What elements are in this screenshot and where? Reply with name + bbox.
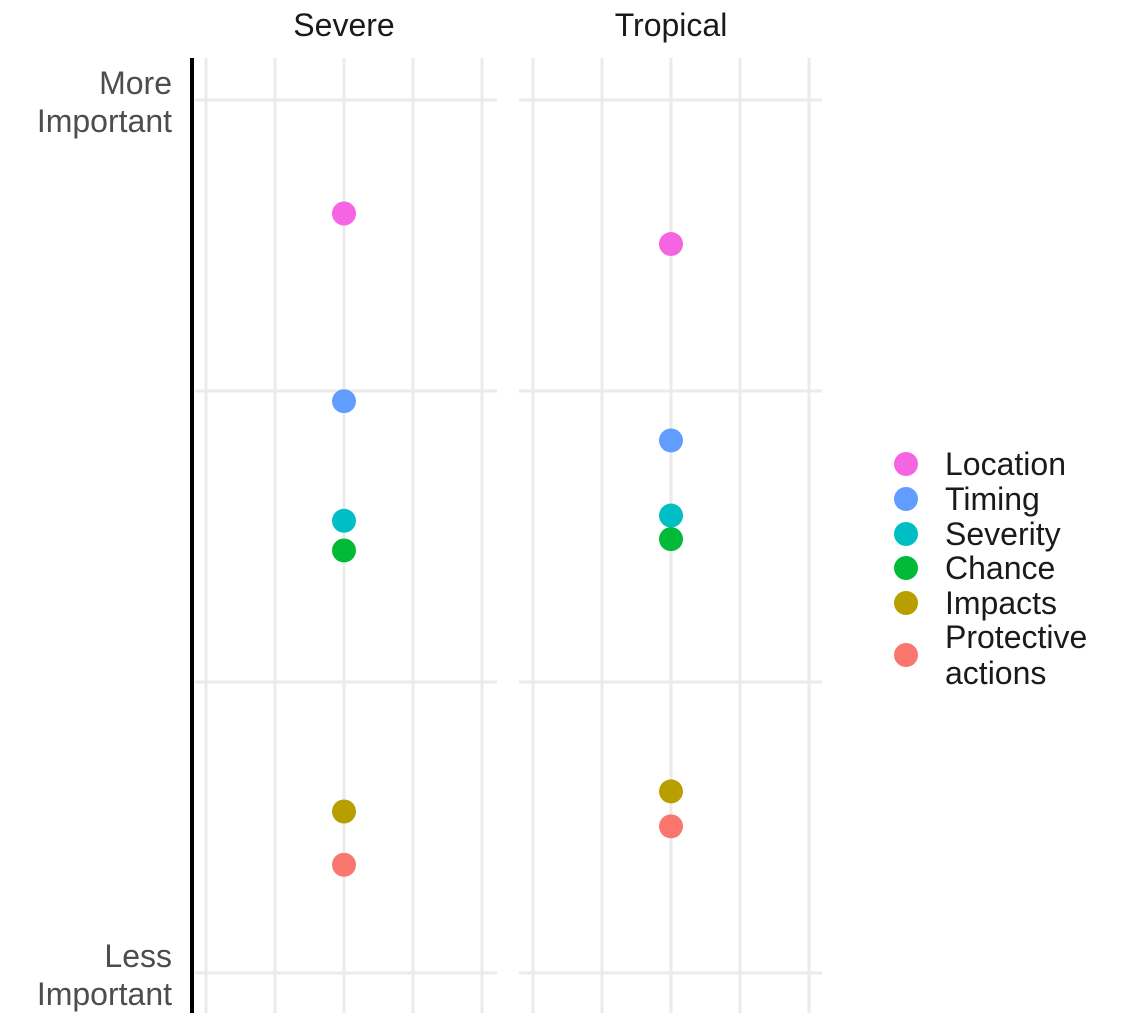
y-tick-label: More Important (37, 65, 172, 139)
y-tick-label: Less Important (37, 938, 172, 1012)
y-tick-labels: More Important Less Important (37, 65, 172, 1012)
legend-label-chance: Chance (945, 550, 1055, 586)
point-chance-severe (332, 538, 356, 563)
point-protective-severe (332, 852, 356, 877)
legend-key-severity (894, 522, 918, 546)
point-impacts-severe (332, 799, 356, 824)
legend: LocationTimingSeverityChanceImpactsProte… (894, 446, 1087, 691)
point-location-tropical (659, 232, 683, 257)
point-chance-tropical (659, 527, 683, 552)
facet-title-tropical: Tropical (615, 7, 728, 43)
point-protective-tropical (659, 814, 683, 839)
data-points (332, 201, 683, 877)
legend-label-timing: Timing (945, 481, 1040, 517)
legend-label-location: Location (945, 446, 1066, 482)
legend-key-protective (894, 643, 918, 667)
point-location-severe (332, 201, 356, 226)
facet-title-severe: Severe (293, 7, 394, 43)
legend-label-impacts: Impacts (945, 585, 1057, 621)
legend-key-location (894, 452, 918, 476)
legend-key-timing (894, 487, 918, 511)
point-severity-severe (332, 508, 356, 533)
point-timing-severe (332, 389, 356, 414)
facet-titles: Severe Tropical (293, 7, 727, 43)
legend-key-impacts (894, 591, 918, 615)
legend-key-chance (894, 556, 918, 580)
point-impacts-tropical (659, 779, 683, 804)
point-timing-tropical (659, 428, 683, 453)
legend-label-severity: Severity (945, 516, 1061, 552)
grid-lines (195, 58, 822, 1013)
legend-label-protective: Protective actions (945, 619, 1087, 691)
point-severity-tropical (659, 503, 683, 528)
